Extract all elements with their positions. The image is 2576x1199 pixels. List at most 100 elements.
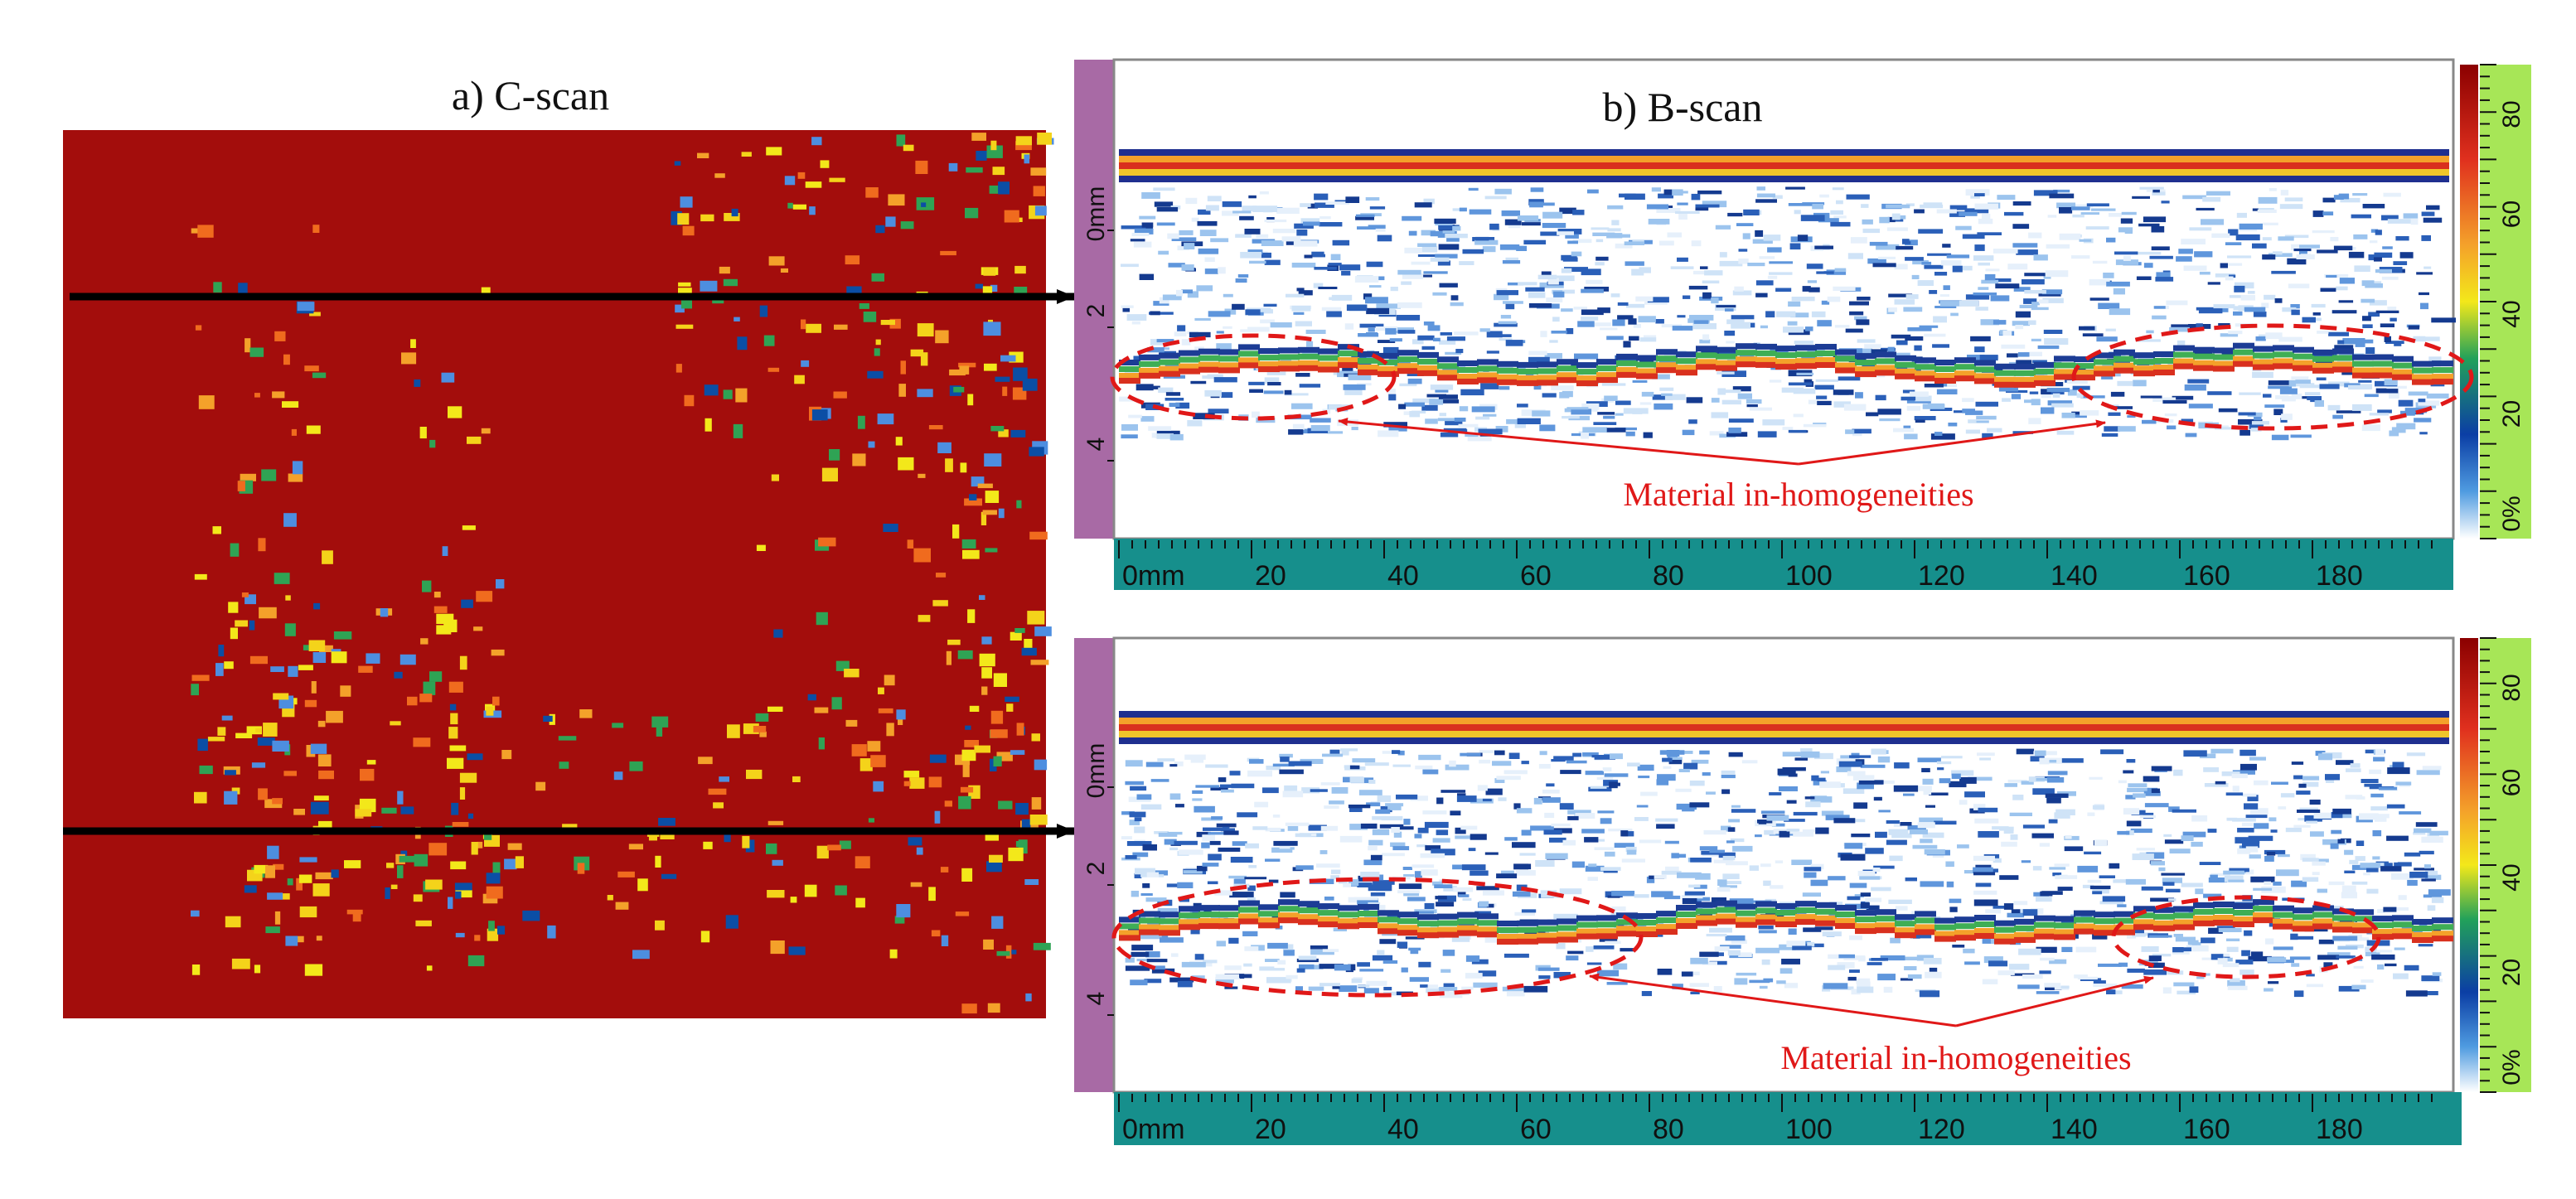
cscan-speckle <box>274 573 290 584</box>
cscan-speckle <box>230 543 240 557</box>
bscan-speckle <box>1475 416 1490 420</box>
cscan-speckle <box>467 753 483 761</box>
bscan-layer-echo <box>2392 355 2414 362</box>
cscan-speckle <box>875 225 885 234</box>
bscan-speckle <box>1403 874 1415 877</box>
bscan-speckle <box>1853 802 1868 809</box>
bscan-layer-echo <box>1298 914 1319 921</box>
cscan-speckle <box>224 790 238 805</box>
bscan-speckle <box>2053 189 2070 193</box>
bscan-speckle <box>1611 220 1620 225</box>
bscan-layer-echo <box>1795 345 1817 351</box>
bscan-speckle <box>2391 873 2414 880</box>
bscan-speckle <box>2244 307 2266 312</box>
bscan-speckle <box>1814 245 1833 249</box>
depth-axis-tick-label: 0mm <box>1082 186 1110 242</box>
bscan-speckle <box>1770 885 1784 889</box>
bscan-speckle <box>2039 970 2051 974</box>
bscan-speckle <box>1408 230 1417 236</box>
bscan-layer-echo <box>1576 375 1598 382</box>
bscan-speckle <box>2302 858 2319 862</box>
bscan-speckle <box>1632 380 1648 383</box>
bscan-speckle <box>2236 212 2247 218</box>
bscan-speckle <box>2288 283 2310 288</box>
bscan-layer-echo <box>1636 355 1658 361</box>
cscan-speckle <box>746 769 763 780</box>
bscan-speckle <box>2071 255 2090 259</box>
bscan-layer-echo <box>1895 355 1916 361</box>
bscan-speckle <box>1284 393 1309 396</box>
bscan-speckle <box>2181 909 2198 915</box>
cscan-speckle <box>961 868 973 882</box>
bscan-speckle <box>1476 886 1499 891</box>
bscan-layer-echo <box>1576 915 1598 921</box>
bscan-speckle <box>2218 408 2238 413</box>
bscan-speckle <box>2184 384 2206 391</box>
bscan-speckle <box>2257 209 2277 213</box>
bscan-speckle <box>1214 890 1232 896</box>
cscan-speckle <box>724 213 740 221</box>
bscan-speckle <box>1446 336 1465 341</box>
bscan-layer-echo <box>1616 919 1638 926</box>
bscan-layer-echo <box>1537 375 1558 381</box>
cscan-speckle <box>433 606 448 613</box>
bscan-speckle <box>2127 968 2145 973</box>
bscan-layer-echo <box>2412 360 2433 367</box>
bscan-speckle <box>1717 388 1726 395</box>
bscan-speckle <box>1458 894 1470 897</box>
bscan-speckle <box>1360 872 1380 877</box>
bscan-speckle <box>2362 316 2371 322</box>
bscan-speckle <box>1553 756 1574 761</box>
bscan-speckle <box>1962 234 1985 239</box>
bscan-speckle <box>2133 932 2158 936</box>
bscan-speckle <box>1438 895 1456 902</box>
bscan-speckle <box>1914 345 1922 351</box>
bscan-speckle <box>2176 256 2192 262</box>
bscan-speckle <box>1403 891 1420 897</box>
bscan-speckle <box>1976 415 1997 420</box>
cscan-speckle <box>1015 136 1032 146</box>
bscan-speckle <box>1378 340 1396 343</box>
bscan-layer-echo <box>1537 380 1558 386</box>
bscan-speckle <box>1537 274 1557 280</box>
bscan-speckle <box>1658 193 1673 199</box>
bscan-speckle <box>1763 234 1781 241</box>
bscan-speckle <box>1131 321 1140 325</box>
bscan-speckle <box>2422 766 2442 771</box>
bscan-speckle <box>2226 946 2239 952</box>
bscan-layer-echo <box>1875 916 1896 922</box>
bscan-surface-echo <box>1119 718 2449 724</box>
cscan-speckle <box>969 705 980 712</box>
bscan-speckle <box>1759 985 1768 989</box>
bscan-speckle <box>2254 823 2269 829</box>
cscan-speckle <box>255 728 262 732</box>
bscan-layer-echo <box>1915 917 1936 924</box>
bscan-speckle <box>1141 222 1154 228</box>
bscan-speckle <box>1663 895 1681 900</box>
bscan-layer-echo <box>1258 904 1280 911</box>
bscan-layer-echo <box>1954 930 1976 936</box>
bscan-speckle <box>2100 749 2124 755</box>
bscan-speckle <box>1782 752 1807 757</box>
bscan-speckle <box>1304 254 1313 259</box>
bscan-speckle <box>1945 861 1954 868</box>
bscan-layer-echo <box>2133 924 2155 931</box>
bscan-layer-echo <box>2392 928 2414 935</box>
bscan-speckle <box>1922 404 1945 409</box>
bscan-speckle <box>1661 393 1673 396</box>
bscan-layer-echo <box>2034 375 2055 381</box>
bscan-layer-echo <box>1835 923 1857 929</box>
bscan-speckle <box>2232 818 2256 822</box>
bscan-speckle <box>1331 787 1349 794</box>
bscan-layer-echo <box>1895 361 1916 368</box>
cscan-speckle <box>675 324 694 329</box>
bscan-speckle <box>2080 212 2099 215</box>
bscan-speckle <box>2299 249 2307 255</box>
bscan-layer-echo <box>2412 926 2433 931</box>
cscan-speckle <box>1027 611 1045 625</box>
bscan-speckle <box>1233 878 1246 885</box>
bscan-layer-echo <box>1636 931 1658 937</box>
bscan-speckle <box>1169 433 1184 441</box>
cscan-speckle <box>450 861 467 870</box>
cscan-speckle <box>835 885 847 896</box>
